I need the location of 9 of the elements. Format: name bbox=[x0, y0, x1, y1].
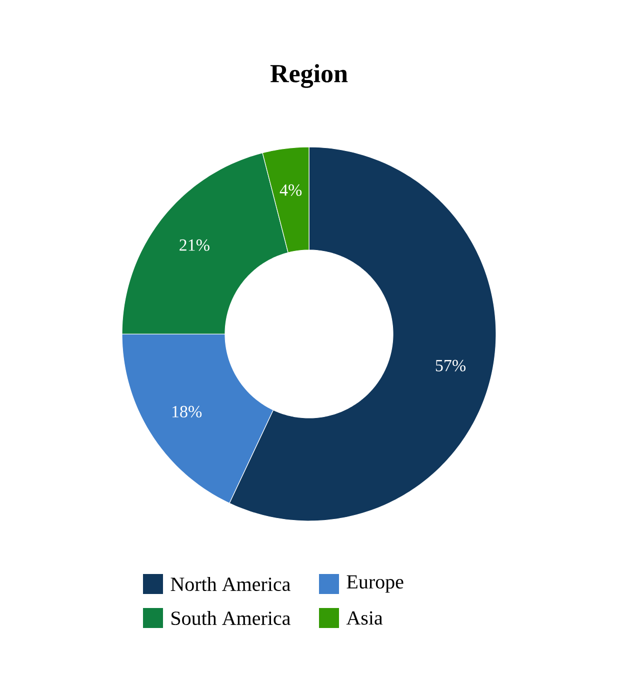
legend-label: South America bbox=[172, 610, 290, 626]
chart-title: Region bbox=[270, 64, 348, 88]
data-label: 18% bbox=[172, 406, 202, 418]
legend-label: Europe bbox=[346, 575, 404, 593]
data-label: 57% bbox=[436, 360, 466, 372]
data-label: 21% bbox=[180, 239, 210, 251]
data-label: 4% bbox=[280, 184, 302, 196]
legend-label: North America bbox=[170, 576, 290, 592]
legend-label: Asia bbox=[346, 611, 383, 625]
